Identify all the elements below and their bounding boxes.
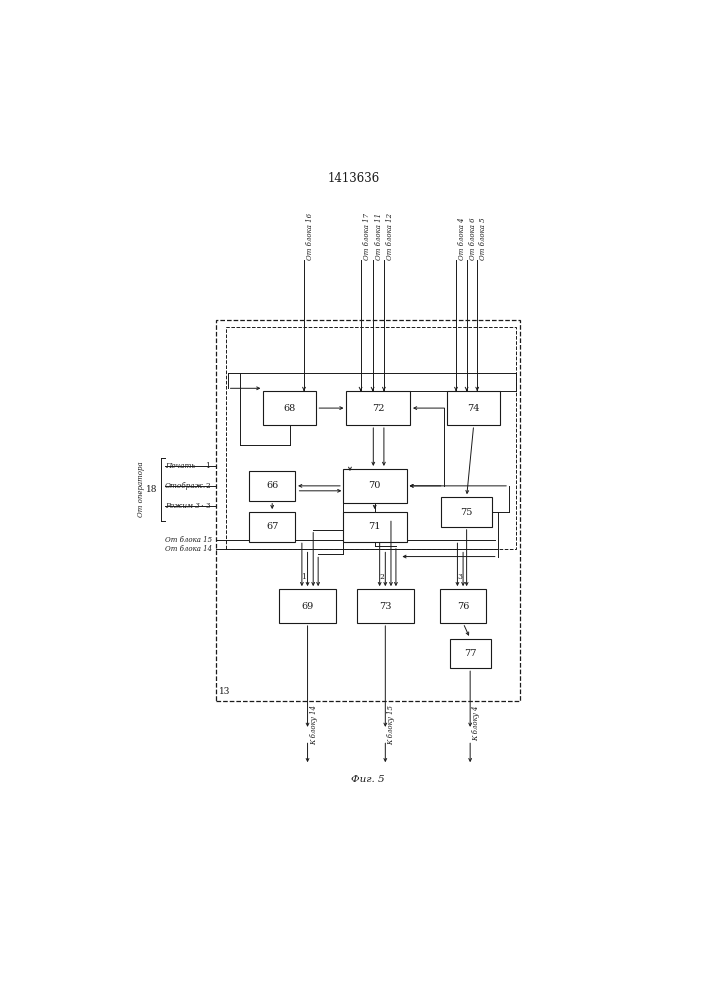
Text: 70: 70 (368, 481, 381, 490)
Text: От блока 16: От блока 16 (306, 212, 314, 260)
Text: От блока 15: От блока 15 (165, 536, 212, 544)
Text: 66: 66 (266, 481, 279, 490)
Bar (249, 471, 295, 501)
Text: От блока 11: От блока 11 (375, 212, 382, 260)
Bar (343, 469, 407, 503)
Text: Печать: Печать (165, 462, 195, 470)
Bar (279, 589, 336, 623)
Text: От блока 12: От блока 12 (386, 212, 394, 260)
Text: От блока 6: От блока 6 (469, 217, 477, 260)
Text: 71: 71 (368, 522, 381, 531)
Text: 68: 68 (284, 404, 296, 413)
Bar (357, 589, 414, 623)
Bar (346, 391, 410, 425)
Bar (447, 391, 500, 425)
Text: 1: 1 (205, 462, 210, 470)
Text: 69: 69 (301, 602, 314, 611)
Bar (440, 589, 486, 623)
Text: 2: 2 (380, 573, 384, 581)
Text: ·: · (200, 502, 203, 510)
Bar (263, 391, 316, 425)
Text: Фиг. 5: Фиг. 5 (351, 775, 385, 784)
Text: К блоку 15: К блоку 15 (387, 705, 395, 745)
Text: К блоку 4: К блоку 4 (472, 705, 480, 741)
Text: 72: 72 (372, 404, 385, 413)
Text: Режим 3: Режим 3 (165, 502, 199, 510)
Text: От блока 4: От блока 4 (458, 217, 466, 260)
Text: 3: 3 (457, 573, 462, 581)
Text: От оператора: От оператора (137, 462, 146, 517)
Text: 13: 13 (219, 687, 230, 696)
Text: 1: 1 (302, 573, 306, 581)
Text: Отображ.: Отображ. (165, 482, 206, 490)
Text: 1413636: 1413636 (327, 172, 380, 185)
Text: 67: 67 (266, 522, 279, 531)
Bar (441, 497, 492, 527)
Text: От блока 5: От блока 5 (479, 217, 487, 260)
Text: 75: 75 (460, 508, 473, 517)
Bar (343, 512, 407, 542)
Text: От блока 14: От блока 14 (165, 545, 212, 553)
Bar (450, 639, 491, 668)
Text: 3: 3 (205, 502, 209, 510)
Text: 18: 18 (146, 485, 158, 494)
Text: К блоку 14: К блоку 14 (310, 705, 317, 745)
Bar (226, 327, 516, 549)
Bar (216, 320, 520, 701)
Text: От блока 17: От блока 17 (363, 212, 370, 260)
Text: 76: 76 (457, 602, 469, 611)
Text: 2: 2 (205, 482, 210, 490)
Bar (249, 512, 295, 542)
Text: 77: 77 (464, 649, 477, 658)
Text: 74: 74 (467, 404, 480, 413)
Text: 73: 73 (379, 602, 392, 611)
